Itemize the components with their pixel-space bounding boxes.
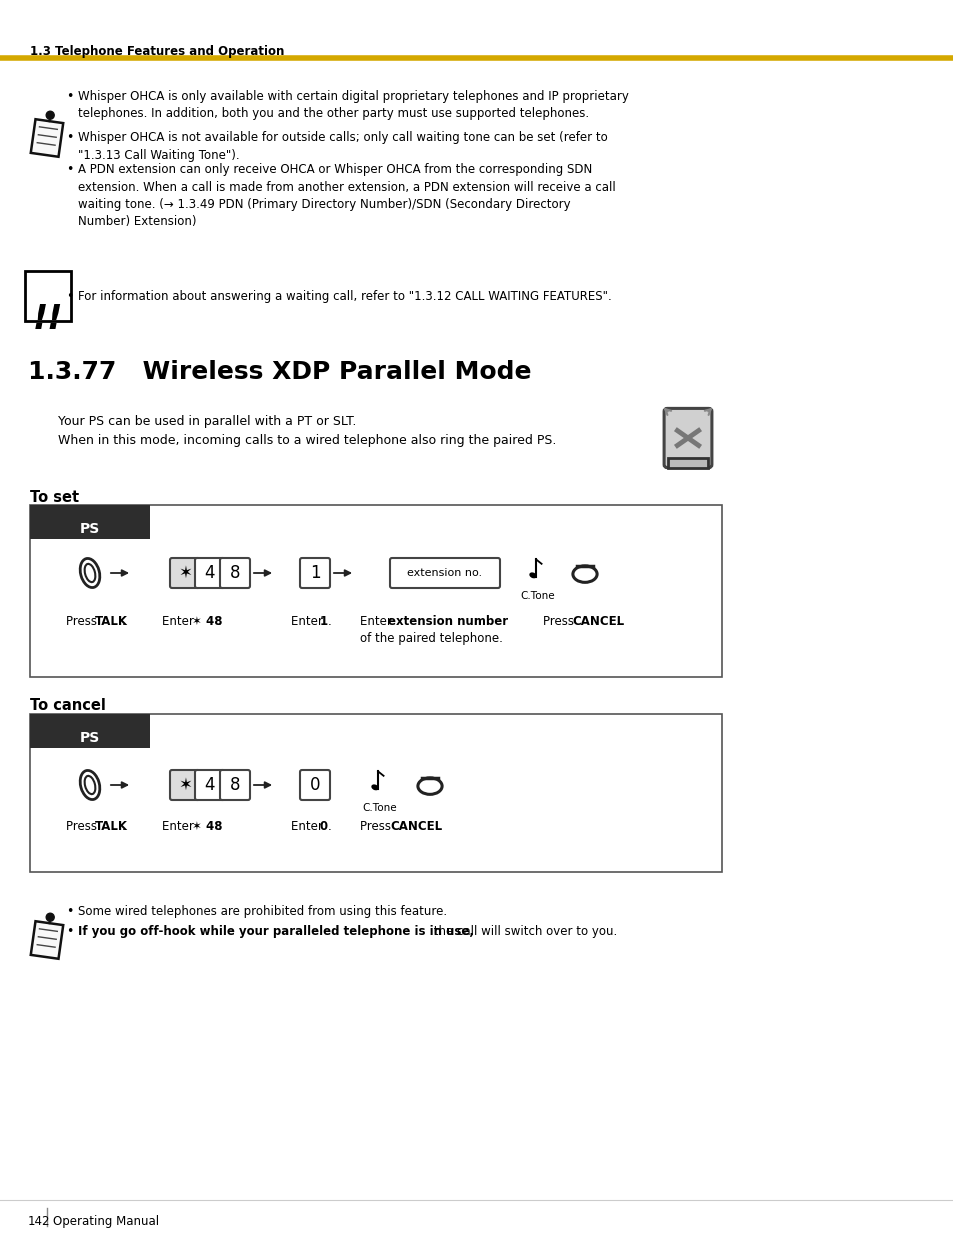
Text: To cancel: To cancel — [30, 698, 106, 713]
Text: Press: Press — [66, 820, 101, 832]
Text: CANCEL: CANCEL — [572, 615, 623, 629]
Text: Whisper OHCA is not available for outside calls; only call waiting tone can be s: Whisper OHCA is not available for outsid… — [78, 131, 607, 162]
Text: Operating Manual: Operating Manual — [53, 1215, 159, 1228]
Text: When in this mode, incoming calls to a wired telephone also ring the paired PS.: When in this mode, incoming calls to a w… — [58, 433, 556, 447]
Ellipse shape — [80, 771, 100, 799]
Text: 8: 8 — [230, 776, 240, 794]
Text: Enter: Enter — [162, 820, 197, 832]
FancyBboxPatch shape — [30, 714, 721, 872]
Text: PS: PS — [80, 731, 100, 745]
FancyBboxPatch shape — [194, 558, 225, 588]
FancyBboxPatch shape — [667, 458, 707, 468]
Text: .: . — [122, 615, 126, 629]
FancyBboxPatch shape — [30, 714, 150, 748]
Text: Press: Press — [359, 820, 395, 832]
Text: 4: 4 — [205, 776, 215, 794]
Text: C.Tone: C.Tone — [362, 803, 396, 813]
Text: PS: PS — [80, 522, 100, 536]
Text: For information about answering a waiting call, refer to "1.3.12 CALL WAITING FE: For information about answering a waitin… — [78, 290, 611, 303]
Text: 142: 142 — [28, 1215, 51, 1228]
Text: 1.3 Telephone Features and Operation: 1.3 Telephone Features and Operation — [30, 44, 284, 58]
FancyBboxPatch shape — [663, 409, 711, 468]
FancyBboxPatch shape — [170, 769, 200, 800]
Text: .: . — [218, 615, 221, 629]
Text: Your PS can be used in parallel with a PT or SLT.: Your PS can be used in parallel with a P… — [58, 415, 356, 429]
Text: of the paired telephone.: of the paired telephone. — [359, 632, 502, 645]
Text: 1: 1 — [319, 615, 328, 629]
Circle shape — [46, 111, 54, 120]
FancyBboxPatch shape — [299, 769, 330, 800]
Text: extension no.: extension no. — [407, 568, 482, 578]
Text: •: • — [66, 905, 73, 918]
FancyBboxPatch shape — [30, 505, 721, 677]
Text: •: • — [66, 163, 73, 177]
FancyBboxPatch shape — [194, 769, 225, 800]
Text: .: . — [328, 820, 332, 832]
Text: ✶ 48: ✶ 48 — [192, 615, 222, 629]
Text: 1.3.77   Wireless XDP Parallel Mode: 1.3.77 Wireless XDP Parallel Mode — [28, 359, 531, 384]
FancyBboxPatch shape — [220, 769, 250, 800]
Ellipse shape — [371, 784, 378, 790]
Text: Enter: Enter — [291, 820, 326, 832]
Circle shape — [46, 913, 54, 921]
Text: Enter: Enter — [291, 615, 326, 629]
Text: If you go off-hook while your paralleled telephone is in use,: If you go off-hook while your paralleled… — [78, 925, 474, 939]
Text: CANCEL: CANCEL — [390, 820, 441, 832]
Text: •: • — [66, 290, 73, 303]
Text: •: • — [66, 925, 73, 939]
Text: 1: 1 — [310, 564, 320, 582]
FancyBboxPatch shape — [25, 270, 71, 321]
Text: .: . — [218, 820, 221, 832]
Text: Some wired telephones are prohibited from using this feature.: Some wired telephones are prohibited fro… — [78, 905, 447, 918]
Polygon shape — [30, 120, 63, 157]
Text: 4: 4 — [205, 564, 215, 582]
FancyBboxPatch shape — [299, 558, 330, 588]
Text: 0: 0 — [310, 776, 320, 794]
FancyBboxPatch shape — [170, 558, 200, 588]
Text: C.Tone: C.Tone — [520, 592, 555, 601]
Text: 0: 0 — [319, 820, 328, 832]
Ellipse shape — [80, 558, 100, 588]
Text: Press: Press — [66, 615, 101, 629]
Text: TALK: TALK — [95, 615, 128, 629]
FancyBboxPatch shape — [220, 558, 250, 588]
Text: To set: To set — [30, 490, 79, 505]
Text: ✶: ✶ — [178, 776, 192, 794]
Text: ✶ 48: ✶ 48 — [192, 820, 222, 832]
Text: .: . — [122, 820, 126, 832]
Text: ✶: ✶ — [178, 564, 192, 582]
Ellipse shape — [417, 778, 441, 794]
Ellipse shape — [573, 566, 597, 583]
Text: .: . — [435, 820, 438, 832]
Text: !!: !! — [32, 303, 63, 336]
Text: Whisper OHCA is only available with certain digital proprietary telephones and I: Whisper OHCA is only available with cert… — [78, 90, 628, 121]
Text: A PDN extension can only receive OHCA or Whisper OHCA from the corresponding SDN: A PDN extension can only receive OHCA or… — [78, 163, 615, 228]
Polygon shape — [30, 921, 63, 958]
FancyBboxPatch shape — [390, 558, 499, 588]
Text: 8: 8 — [230, 564, 240, 582]
Text: .: . — [328, 615, 332, 629]
Text: Enter: Enter — [359, 615, 395, 629]
Text: Enter: Enter — [162, 615, 197, 629]
Text: the call will switch over to you.: the call will switch over to you. — [430, 925, 617, 939]
Text: TALK: TALK — [95, 820, 128, 832]
FancyBboxPatch shape — [30, 505, 150, 538]
Text: •: • — [66, 90, 73, 103]
Text: Press: Press — [542, 615, 578, 629]
Text: •: • — [66, 131, 73, 144]
Ellipse shape — [529, 572, 537, 578]
Text: extension number: extension number — [388, 615, 508, 629]
Text: .: . — [616, 615, 619, 629]
Ellipse shape — [85, 564, 95, 582]
Ellipse shape — [85, 776, 95, 794]
